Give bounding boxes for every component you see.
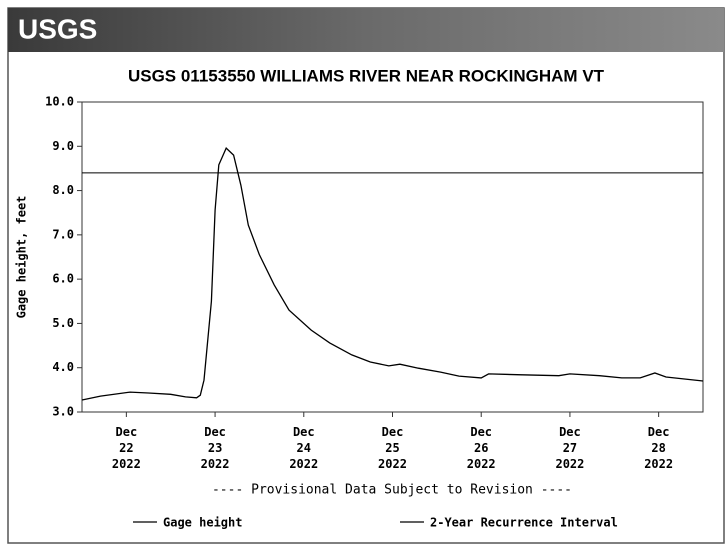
gage-line xyxy=(81,146,704,401)
y-tick-label: 3.0 xyxy=(52,405,74,419)
chart-title: USGS 01153550 WILLIAMS RIVER NEAR ROCKIN… xyxy=(128,66,605,85)
annotation: ---- Provisional Data Subject to Revisio… xyxy=(212,483,572,498)
y-tick-label: 9.0 xyxy=(52,139,74,153)
header-bar xyxy=(8,8,724,52)
y-tick-label: 7.0 xyxy=(52,227,74,241)
y-axis-label: Gage height, feet xyxy=(15,196,29,319)
y-tick-label: 6.0 xyxy=(52,272,74,286)
legend-label: Gage height xyxy=(163,516,242,530)
y-tick-label: 5.0 xyxy=(52,316,74,330)
x-tick-label: Dec 27 2022 xyxy=(555,425,584,471)
logo: USGS xyxy=(18,13,97,44)
x-tick-label: Dec 28 2022 xyxy=(644,425,673,471)
legend-label: 2-Year Recurrence Interval xyxy=(430,516,618,530)
x-tick-label: Dec 25 2022 xyxy=(378,425,407,471)
y-tick-label: 8.0 xyxy=(52,183,74,197)
y-tick-label: 4.0 xyxy=(52,360,74,374)
x-tick-label: Dec 23 2022 xyxy=(201,425,230,471)
frame xyxy=(7,7,725,544)
x-tick-label: Dec 24 2022 xyxy=(289,425,318,471)
x-tick-label: Dec 26 2022 xyxy=(467,425,496,471)
y-tick-label: 10.0 xyxy=(45,95,74,109)
x-tick-label: Dec 22 2022 xyxy=(112,425,141,471)
